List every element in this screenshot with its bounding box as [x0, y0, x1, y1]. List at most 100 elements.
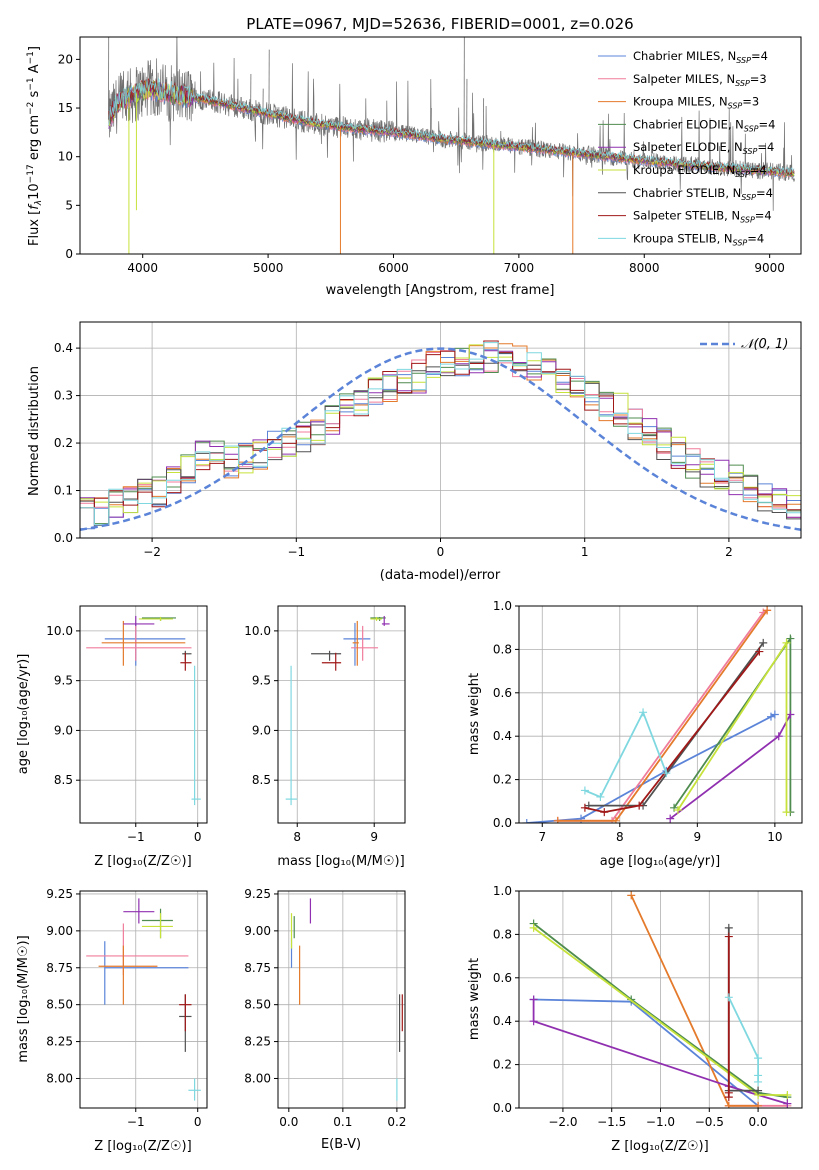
mass-weight-marker — [635, 801, 644, 810]
y-tick-label: 9.0 — [252, 723, 271, 737]
mass-weight-marker — [782, 638, 791, 647]
y-tick-label: 9.00 — [244, 924, 271, 938]
mass-vs-z-ylabel: mass [log₁₀(M/M☉)] — [16, 935, 31, 1062]
residuals-xlabel: (data-model)/error — [380, 568, 501, 583]
spectrum-marks — [108, 37, 795, 254]
mass-weight-marker — [553, 816, 562, 823]
mass-weight-line — [677, 639, 788, 813]
age-vs-z-panel: Z [log₁₀(Z/Z☉)] age [log₁₀(age/yr)] −1 0 8… — [16, 605, 208, 869]
x-tick-label: −2 — [143, 545, 161, 559]
y-tick-label: 8.00 — [244, 1071, 271, 1085]
mass-weight-marker — [673, 805, 682, 814]
x-tick-label: −0.5 — [695, 1115, 724, 1129]
y-tick-label: 9.5 — [54, 674, 73, 688]
y-tick-label: 0.6 — [493, 971, 512, 985]
mass-vs-ebv-xlabel: E(B-V) — [321, 1137, 361, 1152]
y-tick-label: 8.25 — [46, 1035, 73, 1049]
residual-histogram — [80, 342, 801, 526]
mass-weight-marker — [754, 1077, 763, 1086]
legend-entry: Salpeter MILES, NSSP=3 — [633, 72, 767, 88]
mass-weight-marker — [783, 1099, 792, 1108]
x-tick-label: 8 — [616, 830, 624, 844]
y-tick-label: 8.25 — [244, 1035, 271, 1049]
x-tick-label: 5000 — [253, 261, 284, 275]
mass-weight-line — [557, 609, 768, 822]
y-tick-label: 9.00 — [46, 924, 73, 938]
model-spectrum — [108, 80, 795, 176]
mass-weight-marker — [759, 638, 768, 647]
axes-frame — [79, 890, 208, 1109]
y-tick-label: 20 — [58, 52, 73, 66]
spectrum-legend: Chabrier MILES, NSSP=4 Salpeter MILES, NS… — [598, 49, 775, 247]
mass-weight-line — [588, 642, 764, 807]
mass-weight-line — [727, 927, 759, 1092]
mass-weight-marker — [782, 808, 791, 817]
mass-weight-marker — [783, 1090, 792, 1099]
legend-entry: Kroupa STELIB, NSSP=4 — [633, 231, 764, 247]
y-tick-label: 0.1 — [54, 484, 73, 498]
x-tick-label: 0.0 — [279, 1115, 298, 1129]
legend-entry: Salpeter ELODIE, NSSP=4 — [633, 140, 774, 156]
y-tick-label: 8.00 — [46, 1071, 73, 1085]
x-tick-label: −1.5 — [597, 1115, 626, 1129]
y-tick-label: 0.0 — [54, 531, 73, 545]
y-tick-label: 10.0 — [46, 624, 73, 638]
mass-weight-marker — [529, 1017, 538, 1026]
mass-vs-z-panel: Z [log₁₀(Z/Z☉)] mass [log₁₀(M/M☉)] −1 0 8.… — [16, 887, 208, 1154]
y-tick-label: 0.4 — [493, 729, 512, 743]
mass-weight-marker — [662, 769, 671, 778]
mass-weight-line — [727, 996, 759, 1082]
y-tick-label: 0.4 — [493, 1014, 512, 1028]
normal-legend-label: 𝒩(0, 1) — [741, 337, 788, 352]
mass-weight-marker — [611, 816, 620, 823]
mass-weight-line — [584, 651, 761, 814]
y-tick-label: 1.0 — [493, 599, 512, 613]
x-tick-label: 0.1 — [333, 1115, 352, 1129]
x-tick-label: 9 — [370, 830, 378, 844]
y-tick-label: 0.0 — [493, 816, 512, 830]
x-tick-label: −1.0 — [646, 1115, 675, 1129]
spectrum-panel: wavelength [Angstrom, rest frame] Flux [… — [26, 36, 802, 298]
y-tick-label: 0.8 — [493, 927, 512, 941]
x-tick-label: 4000 — [127, 261, 158, 275]
mass-weight-marker — [666, 814, 675, 823]
mass-weight-marker — [724, 993, 733, 1002]
y-tick-label: 9.0 — [54, 723, 73, 737]
y-tick-label: 0.2 — [493, 773, 512, 787]
y-tick-label: 8.5 — [54, 773, 73, 787]
mass-weight-line — [584, 710, 668, 799]
y-tick-label: 9.25 — [244, 887, 271, 901]
mass-weight-marker — [774, 732, 783, 741]
x-tick-label: 1 — [581, 545, 589, 559]
axes-frame — [518, 605, 803, 824]
residuals-ylabel: Normed distribution — [27, 366, 42, 496]
mass-weight-marker — [770, 710, 779, 719]
y-tick-label: 0.4 — [54, 341, 73, 355]
y-tick-label: 10.0 — [244, 624, 271, 638]
mass-weight-marker — [580, 803, 589, 812]
age-vs-z-ylabel: age [log₁₀(age/yr)] — [16, 654, 31, 775]
mass-weight-marker — [786, 710, 795, 719]
mass_vs_ebv-marks — [290, 898, 403, 1101]
y-tick-label: 0.6 — [493, 686, 512, 700]
x-tick-label: 0 — [194, 1115, 202, 1129]
y-tick-label: 5 — [65, 198, 73, 212]
residuals-marks — [80, 340, 801, 531]
age_vs_mass-marks — [285, 615, 390, 806]
mass-weight-marker — [754, 1086, 763, 1095]
spectrum-ylabel: Flux [fλ10−17 erg cm−2 s−1 A−1] — [26, 46, 44, 246]
y-tick-label: 15 — [58, 101, 73, 115]
axes-frame — [79, 605, 208, 824]
legend-entry: Kroupa ELODIE, NSSP=4 — [633, 163, 767, 179]
mass-weight-marker — [529, 923, 538, 932]
y-tick-label: 9.5 — [252, 674, 271, 688]
x-tick-label: 0 — [194, 830, 202, 844]
x-tick-label: −2.0 — [548, 1115, 577, 1129]
x-tick-label: −1 — [127, 1115, 145, 1129]
mass-weight-marker — [763, 606, 772, 615]
y-tick-label: 8.50 — [46, 998, 73, 1012]
massweight-vs-z-xlabel: Z [log₁₀(Z/Z☉)] — [611, 1139, 708, 1154]
model-spectrum — [108, 77, 795, 175]
legend-entry: Salpeter STELIB, NSSP=4 — [633, 209, 772, 225]
